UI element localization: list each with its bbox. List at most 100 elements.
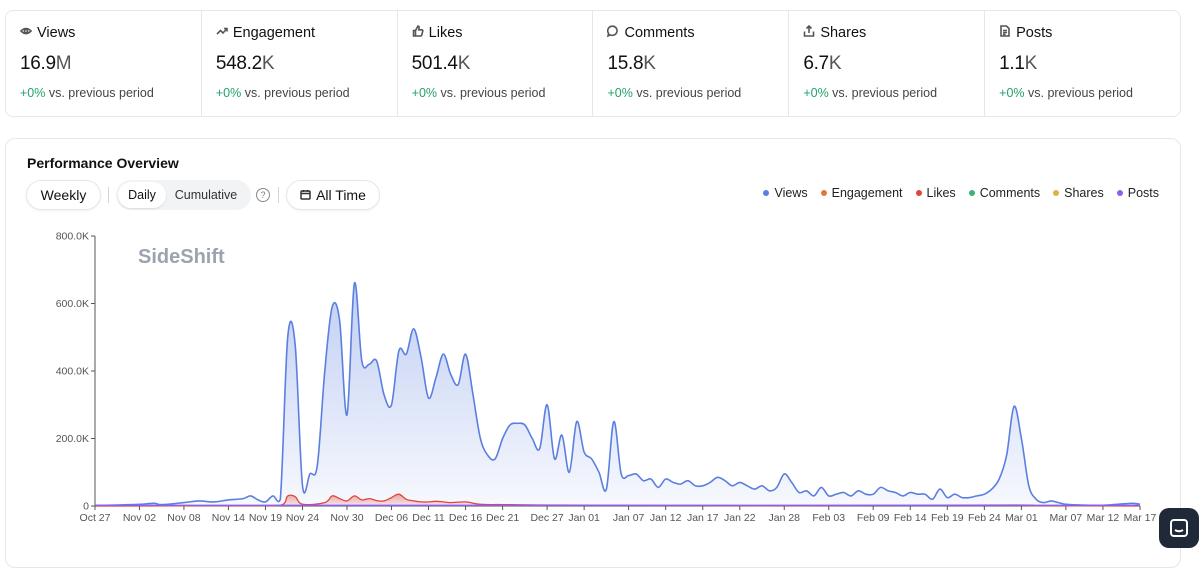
help-icon[interactable]: ? xyxy=(256,188,270,202)
legend-dot xyxy=(1116,190,1123,196)
eye-icon xyxy=(19,25,37,41)
x-tick-label: Mar 12 xyxy=(1087,512,1120,524)
chat-support-button[interactable] xyxy=(1159,508,1199,548)
stat-delta: +0% xyxy=(607,86,633,100)
legend-dot xyxy=(968,190,975,196)
divider xyxy=(108,187,109,203)
stat-label: Shares xyxy=(820,25,867,41)
x-tick-label: Nov 02 xyxy=(123,512,156,524)
y-tick-label: 0 xyxy=(83,501,89,513)
legend-label: Views xyxy=(774,186,808,200)
stat-unit: K xyxy=(1024,53,1038,74)
stat-label: Comments xyxy=(624,25,695,41)
x-tick-label: Dec 27 xyxy=(530,512,563,524)
legend-dot xyxy=(1053,190,1060,196)
stat-unit: M xyxy=(55,53,72,74)
chat-icon xyxy=(1170,519,1188,537)
x-tick-label: Feb 19 xyxy=(931,512,964,524)
x-tick-label: Feb 03 xyxy=(812,512,845,524)
x-tick-label: Nov 08 xyxy=(167,512,200,524)
date-range-button[interactable]: All Time xyxy=(286,180,380,210)
legend-item-posts[interactable]: Posts xyxy=(1116,186,1159,200)
stat-engagement[interactable]: Engagement 548.2K +0% vs. previous perio… xyxy=(202,11,398,116)
legend-item-views[interactable]: Views xyxy=(763,186,808,200)
legend-label: Likes xyxy=(926,186,956,200)
y-tick-label: 200.0K xyxy=(56,433,89,445)
x-tick-label: Jan 22 xyxy=(724,512,756,524)
stat-delta-text: vs. previous period xyxy=(636,86,742,100)
stat-delta-text: vs. previous period xyxy=(244,86,350,100)
stat-likes[interactable]: Likes 501.4K +0% vs. previous period xyxy=(398,11,594,116)
x-tick-label: Dec 11 xyxy=(412,512,445,524)
series-line-views xyxy=(94,282,1141,507)
x-tick-label: Nov 14 xyxy=(212,512,245,524)
calendar-icon xyxy=(300,187,316,203)
x-tick-label: Oct 27 xyxy=(80,512,111,524)
legend-item-comments[interactable]: Comments xyxy=(968,186,1041,200)
stats-bar: Views 16.9M +0% vs. previous period Enga… xyxy=(5,10,1181,117)
legend-label: Comments xyxy=(979,186,1041,200)
divider xyxy=(278,187,279,203)
stat-delta: +0% xyxy=(999,86,1025,100)
stat-value: 501.4 xyxy=(411,53,458,74)
y-tick-label: 600.0K xyxy=(56,298,89,310)
stat-value: 15.8 xyxy=(607,53,644,74)
x-tick-label: Nov 19 xyxy=(249,512,282,524)
x-tick-label: Dec 16 xyxy=(449,512,482,524)
y-tick-label: 400.0K xyxy=(56,366,89,378)
cumulative-tab[interactable]: Cumulative xyxy=(174,188,238,202)
stat-delta: +0% xyxy=(411,86,438,100)
legend-dot xyxy=(763,190,770,196)
stat-value: 548.2 xyxy=(215,53,262,74)
stat-label: Likes xyxy=(428,25,463,41)
x-tick-label: Mar 17 xyxy=(1124,512,1157,524)
x-tick-label: Mar 01 xyxy=(1005,512,1038,524)
view-mode-toggle: Daily Cumulative xyxy=(116,180,251,210)
stat-label: Posts xyxy=(1016,25,1053,41)
stat-label: Views xyxy=(37,25,76,41)
legend-dot xyxy=(915,190,922,196)
stat-posts[interactable]: Posts 1.1K +0% vs. previous period xyxy=(985,11,1180,116)
stat-delta-text: vs. previous period xyxy=(440,86,546,100)
legend-label: Shares xyxy=(1064,186,1104,200)
performance-chart: 0 200.0K 400.0K 600.0K 800.0K Oct 27 Nov 02 Nov… xyxy=(56,231,1157,525)
x-tick-label: Nov 30 xyxy=(330,512,363,524)
x-tick-label: Feb 14 xyxy=(894,512,927,524)
weekly-button[interactable]: Weekly xyxy=(26,180,101,210)
x-tick-label: Mar 07 xyxy=(1050,512,1083,524)
stat-delta-text: vs. previous period xyxy=(1028,86,1133,100)
daily-tab[interactable]: Daily xyxy=(118,182,166,208)
stat-delta-text: vs. previous period xyxy=(48,86,154,100)
share-icon xyxy=(803,24,820,41)
stat-value: 16.9 xyxy=(20,53,56,74)
y-tick-label: 800.0K xyxy=(56,231,89,243)
stat-views[interactable]: Views 16.9M +0% vs. previous period xyxy=(6,11,202,116)
stat-value: 6.7 xyxy=(803,53,829,74)
series-area-views xyxy=(95,282,1140,506)
stat-unit: K xyxy=(643,53,656,74)
x-tick-label: Dec 21 xyxy=(486,512,519,524)
stat-delta: +0% xyxy=(215,86,242,100)
x-tick-label: Nov 24 xyxy=(286,512,319,524)
performance-panel: Performance Overview Weekly Daily Cumula… xyxy=(5,138,1181,568)
x-tick-label: Feb 24 xyxy=(968,512,1001,524)
x-tick-label: Jan 01 xyxy=(568,512,600,524)
legend-dot xyxy=(820,190,827,196)
legend-label: Posts xyxy=(1127,186,1159,200)
stat-unit: K xyxy=(828,53,842,74)
legend-item-likes[interactable]: Likes xyxy=(915,186,956,200)
x-tick-label: Dec 06 xyxy=(375,512,408,524)
stat-comments[interactable]: Comments 15.8K +0% vs. previous period xyxy=(593,11,790,116)
legend-label: Engagement xyxy=(831,186,903,200)
stat-shares[interactable]: Shares 6.7K +0% vs. previous period xyxy=(789,11,986,116)
legend-item-engagement[interactable]: Engagement xyxy=(820,186,903,200)
x-tick-label: Feb 09 xyxy=(857,512,890,524)
date-range-label: All Time xyxy=(316,187,366,203)
stat-unit: K xyxy=(457,53,471,74)
stat-delta: +0% xyxy=(20,86,46,100)
x-tick-label: Jan 17 xyxy=(687,512,719,524)
trending-up-icon xyxy=(216,25,233,41)
panel-title: Performance Overview xyxy=(27,155,179,171)
x-tick-label: Jan 12 xyxy=(650,512,682,524)
legend-item-shares[interactable]: Shares xyxy=(1053,186,1104,200)
